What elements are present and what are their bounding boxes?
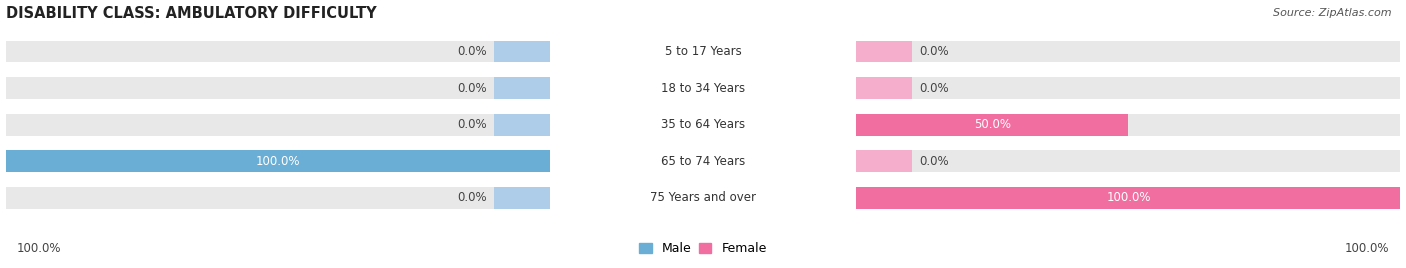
Bar [6, 150, 550, 172]
Bar [856, 114, 1129, 136]
Bar [856, 77, 1400, 99]
Text: 0.0%: 0.0% [457, 45, 486, 58]
Text: 50.0%: 50.0% [974, 118, 1011, 131]
Bar [6, 77, 550, 99]
Text: Source: ZipAtlas.com: Source: ZipAtlas.com [1274, 8, 1392, 18]
Text: 75 Years and over: 75 Years and over [650, 191, 756, 204]
Text: 100.0%: 100.0% [1107, 191, 1150, 204]
Text: 65 to 74 Years: 65 to 74 Years [661, 155, 745, 168]
Text: 18 to 34 Years: 18 to 34 Years [661, 81, 745, 95]
Bar [494, 114, 550, 136]
Bar [856, 187, 1400, 209]
Text: 0.0%: 0.0% [457, 191, 486, 204]
Text: 35 to 64 Years: 35 to 64 Years [661, 118, 745, 131]
Text: 0.0%: 0.0% [920, 45, 949, 58]
Text: 0.0%: 0.0% [457, 81, 486, 95]
Legend: Male, Female: Male, Female [634, 237, 772, 260]
Text: 100.0%: 100.0% [1344, 241, 1389, 255]
Bar [6, 187, 550, 209]
Bar [494, 40, 550, 62]
Bar [856, 187, 1400, 209]
Bar [6, 40, 550, 62]
Text: 100.0%: 100.0% [256, 155, 299, 168]
Bar [494, 187, 550, 209]
Bar [856, 40, 912, 62]
Bar [494, 77, 550, 99]
Text: 0.0%: 0.0% [920, 155, 949, 168]
Text: 0.0%: 0.0% [457, 118, 486, 131]
Bar [856, 150, 912, 172]
Text: 0.0%: 0.0% [920, 81, 949, 95]
Text: DISABILITY CLASS: AMBULATORY DIFFICULTY: DISABILITY CLASS: AMBULATORY DIFFICULTY [6, 6, 377, 21]
Bar [856, 114, 1400, 136]
Text: 5 to 17 Years: 5 to 17 Years [665, 45, 741, 58]
Text: 100.0%: 100.0% [17, 241, 62, 255]
Bar [6, 114, 550, 136]
Bar [6, 150, 550, 172]
Bar [856, 77, 912, 99]
Bar [856, 40, 1400, 62]
Bar [856, 150, 1400, 172]
